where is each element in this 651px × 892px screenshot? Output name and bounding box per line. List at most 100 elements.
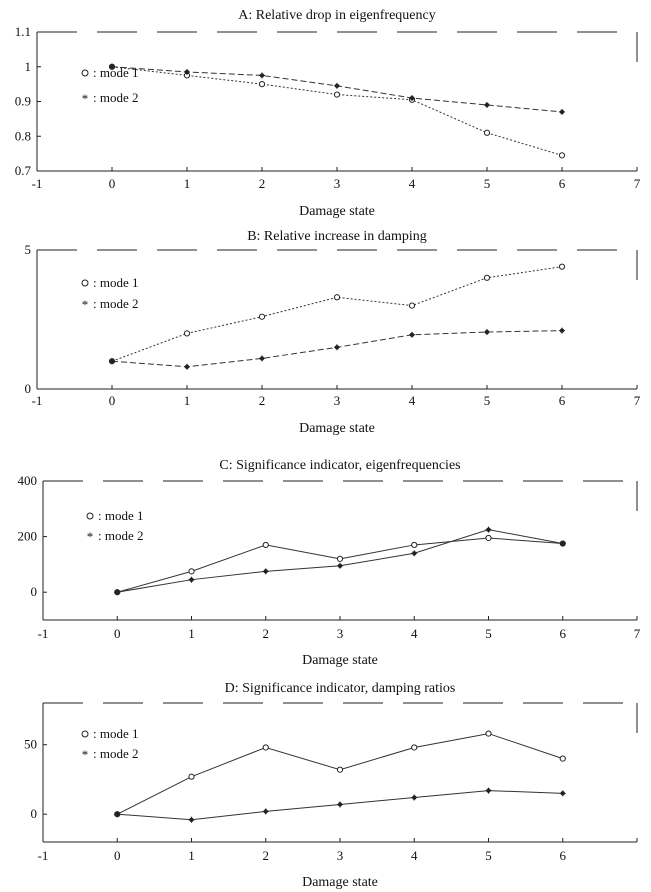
chart-a-title: A: Relative drop in eigenfrequency: [238, 8, 435, 23]
chart-a-mode2-point: [334, 82, 340, 89]
chart-a-y-tick-label: 0.7: [15, 163, 32, 178]
chart-c-mode2-point: [262, 568, 269, 575]
chart-c-mode2-point: [114, 589, 121, 596]
chart-b-legend-marker-o: [81, 279, 89, 287]
chart-a-legend-entry: : mode 1: [81, 65, 139, 80]
chart-a-mode2-point: [184, 68, 190, 75]
chart-a-mode2-point: [559, 108, 565, 115]
chart-a-legend-label: : mode 1: [93, 65, 139, 80]
chart-c-x-tick-label: 7: [634, 626, 641, 641]
chart-b-x-tick-label: 2: [259, 393, 266, 408]
chart-b-mode2-point: [409, 331, 415, 338]
chart-c-x-tick-label: -1: [38, 626, 49, 641]
chart-a-mode1-point: [483, 129, 491, 136]
chart-c-legend-label: : mode 1: [98, 508, 144, 523]
chart-c-legend-marker-o: [86, 512, 94, 520]
chart-a-series-mode2-line: [111, 66, 563, 113]
chart-a-mode1-point: [333, 91, 341, 98]
chart-c-y-tick-label: 400: [18, 473, 38, 488]
chart-a-x-tick-label: 7: [634, 176, 641, 191]
chart-a-mode2-point: [484, 101, 490, 108]
chart-d-mode2-point: [337, 801, 343, 808]
chart-d-mode2-point: [559, 790, 566, 797]
chart-c-legend-label: : mode 2: [98, 528, 144, 543]
chart-b-title: B: Relative increase in damping: [247, 229, 427, 244]
chart-d-y-tick-label: 0: [31, 806, 38, 821]
chart-b-y-tick-label: 0: [25, 381, 32, 396]
chart-c-mode2-point: [485, 526, 492, 533]
chart-c-x-tick-label: 6: [560, 626, 567, 641]
chart-d-mode1-point: [411, 744, 418, 751]
chart-a-mode1-point: [258, 81, 266, 88]
chart-a-x-tick-label: 2: [259, 176, 266, 191]
chart-d-legend-label: : mode 1: [93, 726, 139, 741]
chart-d-mode1-point: [559, 755, 566, 762]
chart-c-mode1-point: [262, 541, 269, 549]
chart-a-xlabel: Damage state: [299, 204, 375, 219]
chart-d-legend-entry: * : mode 2: [82, 746, 139, 762]
chart-c-legend-marker-star: *: [87, 529, 94, 544]
chart-b-legend-label: : mode 2: [93, 296, 139, 311]
chart-c-x-tick-label: 5: [485, 626, 492, 641]
chart-d-legend-entry: : mode 1: [81, 726, 139, 741]
chart-d-x-tick-label: 4: [411, 848, 418, 863]
chart-a-y-tick-label: 1: [25, 59, 32, 74]
chart-c-mode2-point: [411, 550, 418, 557]
chart-c-mode2-point: [188, 576, 195, 583]
chart-c-y-tick-label: 200: [18, 529, 38, 544]
chart-a-x-tick-label: 0: [109, 176, 116, 191]
chart-c: C: Significance indicator, eigenfrequenc…: [18, 458, 641, 668]
chart-c-x-tick-label: 2: [263, 626, 270, 641]
chart-d-xlabel: Damage state: [302, 875, 378, 890]
chart-b-legend-marker-star: *: [82, 297, 89, 312]
chart-b-x-tick-label: 1: [184, 393, 191, 408]
chart-d-x-tick-label: 3: [337, 848, 344, 863]
chart-b-mode2-point: [334, 344, 340, 351]
chart-a-mode2-point: [259, 72, 265, 79]
chart-b-mode2-point: [184, 363, 190, 370]
chart-d-legend-label: : mode 2: [93, 746, 139, 761]
chart-d-x-tick-label: 5: [485, 848, 492, 863]
chart-b: B: Relative increase in damping -1 0 1 2 3 4 5 6…: [25, 229, 641, 436]
chart-b-x-tick-label: 5: [484, 393, 491, 408]
chart-d-legend-marker-star: *: [82, 747, 89, 762]
chart-b-mode2-point: [109, 358, 115, 365]
chart-a-mode2-point: [109, 63, 115, 70]
chart-b-mode1-point: [258, 313, 266, 320]
chart-d-x-tick-label: 1: [188, 848, 195, 863]
chart-c-xlabel: Damage state: [302, 653, 378, 668]
chart-b-x-tick-label: 6: [559, 393, 566, 408]
chart-d-x-tick-label: -1: [38, 848, 49, 863]
chart-a-legend-label: : mode 2: [93, 90, 139, 105]
chart-a-mode2-point: [409, 95, 415, 102]
chart-b-y-tick-label: 5: [25, 242, 32, 257]
chart-b-x-tick-label: 3: [334, 393, 341, 408]
chart-c-x-tick-label: 0: [114, 626, 121, 641]
chart-c-mode1-point: [336, 555, 344, 562]
chart-d-mode1-point: [188, 773, 195, 780]
chart-b-mode2-point: [259, 355, 265, 362]
chart-c-legend-entry: : mode 1: [86, 508, 144, 523]
chart-b-x-tick-label: -1: [32, 393, 43, 408]
chart-b-x-tick-label: 4: [409, 393, 416, 408]
chart-d: D: Significance indicator, damping ratio…: [24, 681, 638, 890]
chart-b-xlabel: Damage state: [299, 421, 375, 436]
chart-b-mode2-point: [484, 329, 490, 336]
chart-a-x-tick-label: 5: [484, 176, 491, 191]
chart-d-x-tick-label: 0: [114, 848, 121, 863]
chart-b-x-tick-label: 7: [634, 393, 641, 408]
chart-d-title: D: Significance indicator, damping ratio…: [225, 681, 456, 696]
chart-d-mode2-point: [485, 787, 492, 794]
chart-a-x-tick-label: 4: [409, 176, 416, 191]
chart-d-mode2-point: [411, 794, 418, 801]
chart-d-y-tick-label: 50: [24, 737, 37, 752]
chart-d-mode1-point: [485, 730, 492, 737]
chart-a-x-tick-label: 1: [184, 176, 191, 191]
chart-d-x-tick-label: 2: [263, 848, 270, 863]
chart-b-mode1-point: [333, 294, 341, 301]
chart-b-mode1-point: [408, 302, 416, 309]
chart-a-x-tick-label: 6: [559, 176, 566, 191]
chart-a-x-tick-label: 3: [334, 176, 341, 191]
chart-c-mode1-point: [188, 568, 195, 575]
